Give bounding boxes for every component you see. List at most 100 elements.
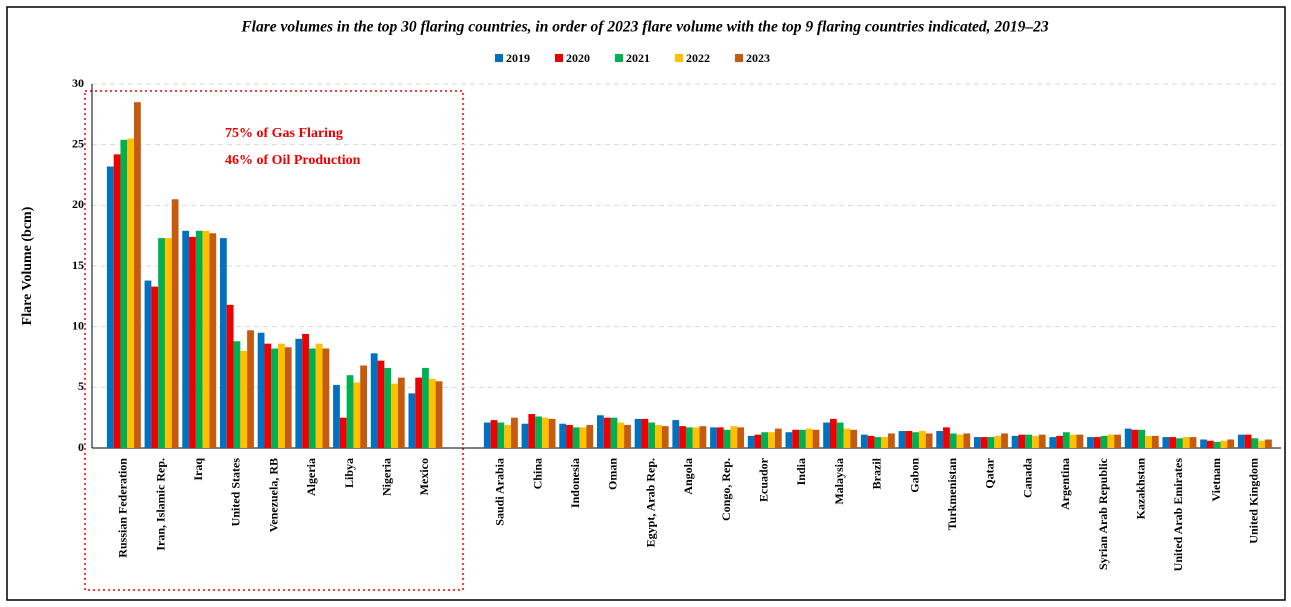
bar xyxy=(302,333,309,448)
bar xyxy=(195,230,203,448)
bar xyxy=(483,422,491,448)
bar xyxy=(120,139,128,448)
bar xyxy=(685,427,693,448)
bar xyxy=(692,427,700,448)
bar xyxy=(1114,434,1122,448)
legend-label: 2021 xyxy=(626,51,650,65)
bar xyxy=(994,435,1002,448)
bar xyxy=(805,428,813,448)
bar xyxy=(617,422,625,448)
bar xyxy=(867,435,875,448)
bar xyxy=(1151,435,1159,448)
bar xyxy=(1145,435,1152,448)
bar xyxy=(1062,432,1070,448)
bar xyxy=(572,427,580,448)
bar xyxy=(1213,441,1221,448)
bar xyxy=(761,432,769,448)
x-tick-label: United Arab Emirates xyxy=(1171,458,1185,572)
x-tick-label: Ecuador xyxy=(757,457,771,502)
bar xyxy=(823,422,830,448)
bar xyxy=(730,426,738,448)
bar xyxy=(648,422,656,448)
y-tick-label: 25 xyxy=(72,136,84,150)
y-axis-label: Flare Volume (bcm) xyxy=(20,206,35,325)
bar xyxy=(158,238,165,448)
bar xyxy=(603,417,611,448)
bar xyxy=(497,422,505,448)
bar xyxy=(905,431,913,448)
x-tick-label: Vietnam xyxy=(1209,458,1223,502)
bar xyxy=(1182,437,1190,448)
x-tick-label: Nigeria xyxy=(380,458,394,496)
bar xyxy=(541,417,549,448)
legend-label: 2019 xyxy=(506,51,530,65)
x-tick-label: Algeria xyxy=(304,458,318,496)
bar xyxy=(661,426,669,448)
bar xyxy=(792,429,800,448)
bar xyxy=(912,432,919,448)
bar xyxy=(949,433,957,448)
legend-swatch xyxy=(735,54,743,62)
bar xyxy=(943,427,950,448)
bar xyxy=(295,338,303,448)
bar xyxy=(679,426,686,448)
y-tick-label: 10 xyxy=(72,318,84,332)
bar xyxy=(144,280,152,448)
bar xyxy=(264,343,272,448)
x-tick-label: Saudi Arabia xyxy=(493,458,507,526)
x-tick-label: Venezuela, RB xyxy=(266,458,280,532)
bar xyxy=(710,427,717,448)
x-tick-label: Egypt, Arab Rep. xyxy=(643,458,657,547)
bar xyxy=(888,433,895,448)
bar xyxy=(586,424,594,448)
bar xyxy=(339,417,347,448)
bar xyxy=(747,435,755,448)
bar xyxy=(1169,437,1177,448)
bar xyxy=(1200,439,1207,448)
bar xyxy=(391,383,398,448)
bar xyxy=(1069,434,1077,448)
highlight-box xyxy=(84,90,464,591)
x-tick-label: Mexico xyxy=(417,458,431,495)
y-tick-label: 5 xyxy=(78,379,84,393)
bar xyxy=(240,350,248,448)
bar xyxy=(918,431,926,448)
bar xyxy=(1018,434,1026,448)
bar xyxy=(113,154,121,448)
annotation: 46% of Oil Production xyxy=(225,153,361,168)
bar xyxy=(610,417,618,448)
bar xyxy=(1087,437,1094,448)
bar xyxy=(346,375,354,448)
x-tick-label: Brazil xyxy=(870,457,884,489)
bar xyxy=(189,236,196,448)
bar xyxy=(774,428,782,448)
bar xyxy=(874,437,882,448)
bar xyxy=(322,348,330,448)
x-tick-label: Syrian Arab Republic xyxy=(1096,457,1110,570)
bar xyxy=(925,433,933,448)
legend-label: 2023 xyxy=(746,51,770,65)
bar xyxy=(1176,438,1183,448)
bar xyxy=(1220,440,1228,448)
bar xyxy=(504,424,512,448)
x-tick-label: Libya xyxy=(342,458,356,488)
bar xyxy=(528,414,536,448)
bar xyxy=(360,365,368,448)
bar xyxy=(308,348,316,448)
x-tick-label: United States xyxy=(229,458,243,527)
bar xyxy=(1237,434,1245,448)
bar xyxy=(1011,435,1019,448)
bar xyxy=(1056,435,1063,448)
bar xyxy=(106,166,114,449)
x-tick-label: Iraq xyxy=(191,458,205,481)
bar xyxy=(271,348,279,448)
bar xyxy=(699,426,707,448)
bar xyxy=(415,377,423,448)
bar xyxy=(1138,429,1146,448)
bar xyxy=(1093,437,1101,448)
bar xyxy=(333,384,340,448)
x-tick-label: Canada xyxy=(1020,458,1034,498)
bar xyxy=(428,378,436,448)
bar xyxy=(850,429,858,448)
bar xyxy=(164,238,172,448)
